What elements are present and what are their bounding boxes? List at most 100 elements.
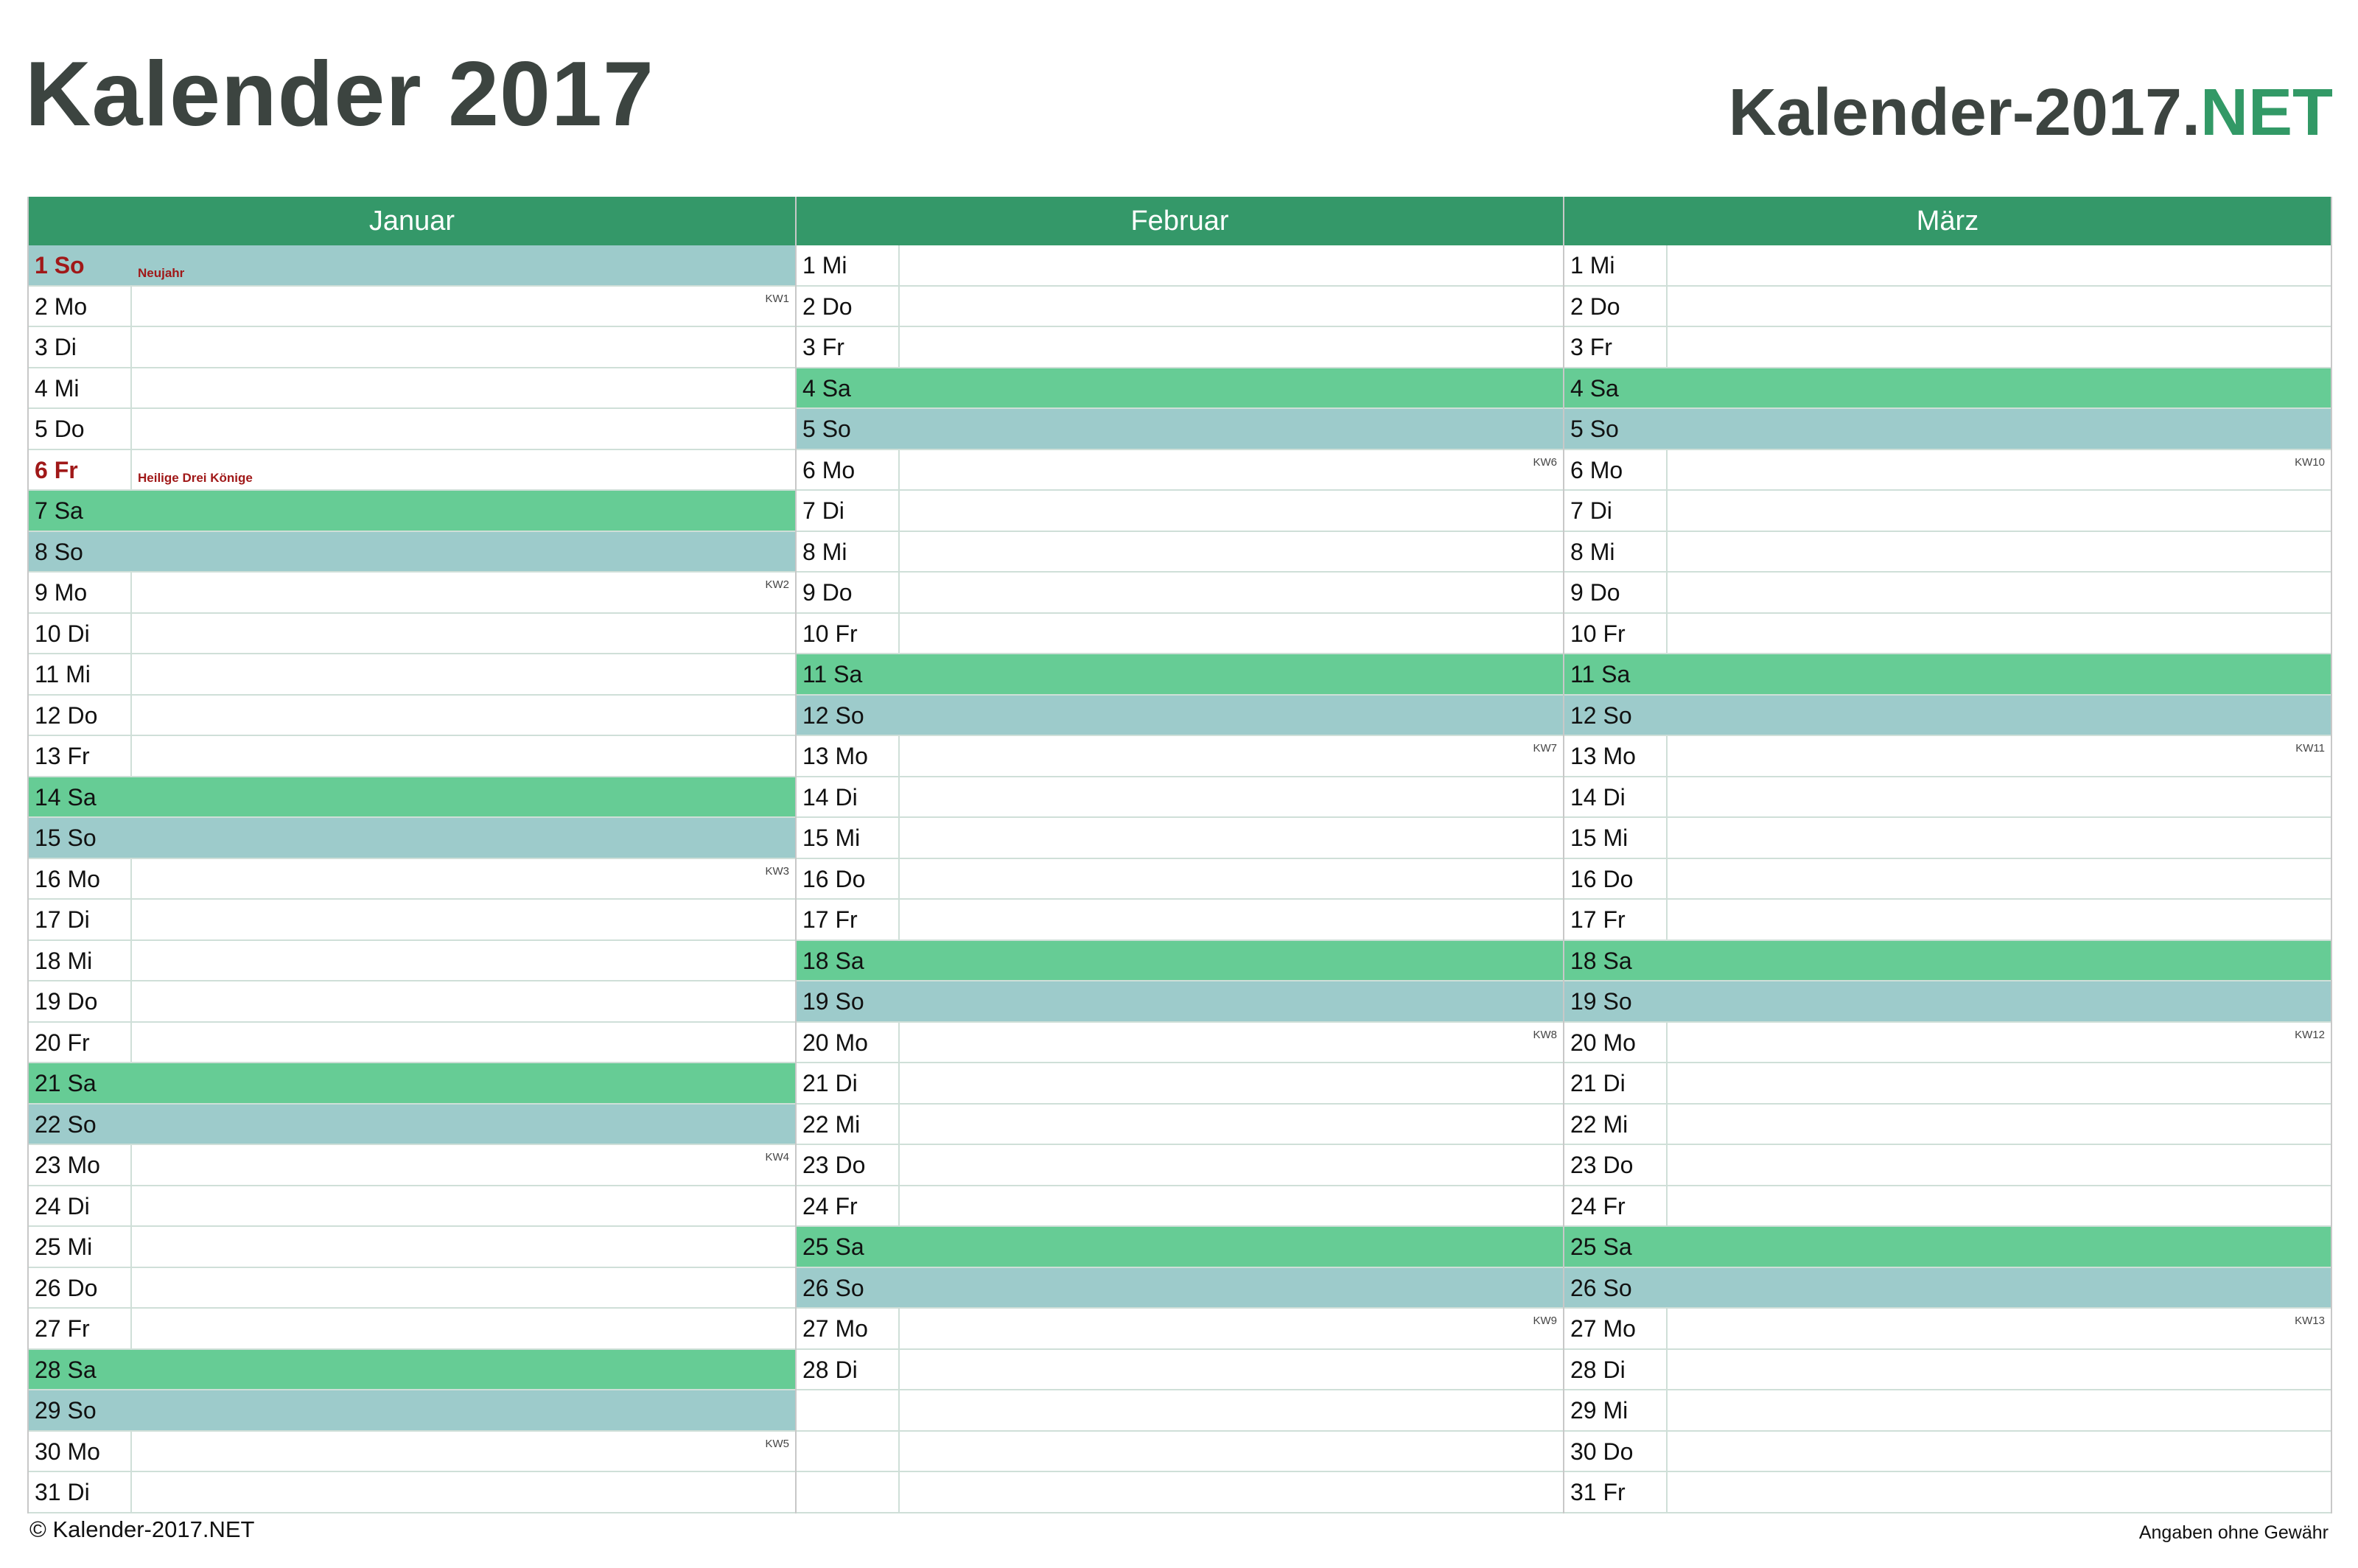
day-row: 7 Di xyxy=(797,491,1563,532)
day-label: 23 Do xyxy=(797,1145,900,1185)
month-column: März 1 Mi 2 Do 3 Fr 4 Sa 5 So 6 Mo KW10 7 Di 8 Mi… xyxy=(1564,197,2332,1513)
day-label: 19 Do xyxy=(29,981,132,1021)
day-label: 12 So xyxy=(802,701,864,729)
day-row xyxy=(797,1390,1563,1432)
day-label: 30 Mo xyxy=(29,1431,132,1471)
day-label: 15 Mi xyxy=(1564,818,1668,858)
day-row: 18 Sa xyxy=(797,940,1563,981)
day-label: 9 Mo xyxy=(29,573,132,612)
day-row: 25 Sa xyxy=(797,1227,1563,1268)
day-label: 10 Fr xyxy=(1564,613,1668,653)
day-row: 28 Di xyxy=(1564,1349,2331,1390)
day-label: 28 Sa xyxy=(35,1356,97,1383)
week-number: KW12 xyxy=(2295,1028,2325,1041)
day-label: 22 So xyxy=(35,1110,97,1138)
day-row: 18 Mi xyxy=(29,940,795,981)
day-row: 21 Sa xyxy=(29,1063,795,1105)
day-row: 11 Mi xyxy=(29,654,795,696)
day-label: 29 Mi xyxy=(1564,1390,1668,1430)
day-label: 22 Mi xyxy=(797,1104,900,1144)
day-label: 5 So xyxy=(1570,416,1619,442)
day-row: 17 Fr xyxy=(1564,900,2331,941)
day-label: 21 Di xyxy=(1564,1063,1668,1103)
day-label: 31 Fr xyxy=(1564,1472,1668,1512)
day-row: 24 Fr xyxy=(1564,1186,2331,1227)
day-label: 8 Mi xyxy=(797,531,900,571)
month-header: Februar xyxy=(797,197,1563,245)
day-label: 9 Do xyxy=(797,573,900,612)
day-row: 1 Mi xyxy=(1564,245,2331,287)
day-row: 4 Mi xyxy=(29,368,795,409)
day-label: 23 Do xyxy=(1564,1145,1668,1185)
day-row: 8 So xyxy=(29,531,795,573)
disclaimer-text: Angaben ohne Gewähr xyxy=(2138,1522,2329,1543)
day-label: 12 So xyxy=(1570,701,1632,729)
day-label: 8 So xyxy=(35,538,83,565)
day-label: 17 Fr xyxy=(1564,900,1668,939)
holiday-note: Neujahr xyxy=(138,266,185,280)
day-label: 10 Fr xyxy=(797,613,900,653)
day-row: 20 Fr xyxy=(29,1022,795,1063)
day-label: 24 Fr xyxy=(797,1186,900,1225)
copyright-text: © Kalender-2017.NET xyxy=(29,1516,255,1542)
day-label: 11 Sa xyxy=(1570,661,1631,687)
day-row: 27 Fr xyxy=(29,1309,795,1350)
day-row: 16 Do xyxy=(797,858,1563,900)
day-row: 29 So xyxy=(29,1390,795,1432)
day-label: 21 Sa xyxy=(35,1070,97,1096)
day-row: 4 Sa xyxy=(797,368,1563,409)
day-label: 14 Di xyxy=(1564,777,1668,816)
day-label: 24 Di xyxy=(29,1186,132,1225)
day-row: 22 Mi xyxy=(1564,1104,2331,1145)
day-label: 1 Mi xyxy=(1564,245,1668,285)
day-label: 21 Di xyxy=(797,1063,900,1103)
day-row: 9 Do xyxy=(1564,573,2331,614)
day-label: 6 Mo xyxy=(1564,449,1668,489)
day-label: 9 Do xyxy=(1564,573,1668,612)
brand-tld: NET xyxy=(2200,76,2333,150)
day-row: 25 Sa xyxy=(1564,1227,2331,1268)
day-label: 26 So xyxy=(1570,1274,1632,1301)
brand-name: Kalender-2017. xyxy=(1728,76,2200,150)
week-number: KW5 xyxy=(765,1437,789,1450)
day-row: 12 So xyxy=(797,695,1563,736)
day-label: 1 Mi xyxy=(797,245,900,285)
day-label: 26 So xyxy=(802,1274,864,1301)
day-label: 19 So xyxy=(1570,988,1632,1015)
day-row: 2 Mo KW1 xyxy=(29,286,795,327)
day-row: 25 Mi xyxy=(29,1227,795,1268)
day-row: 19 So xyxy=(797,981,1563,1023)
day-label: 20 Mo xyxy=(797,1022,900,1062)
week-number: KW9 xyxy=(1533,1315,1557,1327)
day-row: 5 Do xyxy=(29,409,795,450)
day-label: 24 Fr xyxy=(1564,1186,1668,1225)
day-row: 6 Mo KW6 xyxy=(797,449,1563,491)
day-label: 16 Mo xyxy=(29,858,132,898)
day-row: 17 Di xyxy=(29,900,795,941)
day-label: 6 Fr xyxy=(29,449,132,489)
day-row: 14 Sa xyxy=(29,777,795,818)
day-row: 28 Sa xyxy=(29,1349,795,1390)
day-label: 25 Sa xyxy=(802,1233,864,1260)
day-row: 2 Do xyxy=(1564,286,2331,327)
week-number: KW1 xyxy=(765,292,789,305)
day-row: 7 Di xyxy=(1564,491,2331,532)
day-label: 15 So xyxy=(35,825,97,851)
day-label: 14 Di xyxy=(797,777,900,816)
week-number: KW3 xyxy=(765,864,789,878)
day-row: 27 Mo KW13 xyxy=(1564,1309,2331,1350)
day-row: 23 Do xyxy=(797,1145,1563,1186)
day-row: 13 Mo KW11 xyxy=(1564,736,2331,777)
day-label: 10 Di xyxy=(29,613,132,653)
day-row: 14 Di xyxy=(797,777,1563,818)
day-label: 30 Do xyxy=(1564,1431,1668,1471)
day-row: 7 Sa xyxy=(29,491,795,532)
day-row: 21 Di xyxy=(797,1063,1563,1105)
day-row: 9 Do xyxy=(797,573,1563,614)
day-label: 16 Do xyxy=(797,858,900,898)
week-number: KW4 xyxy=(765,1151,789,1163)
day-label: 4 Sa xyxy=(1570,374,1619,402)
day-label: 18 Mi xyxy=(29,940,132,980)
day-row: 31 Di xyxy=(29,1472,795,1513)
day-label: 16 Do xyxy=(1564,858,1668,898)
